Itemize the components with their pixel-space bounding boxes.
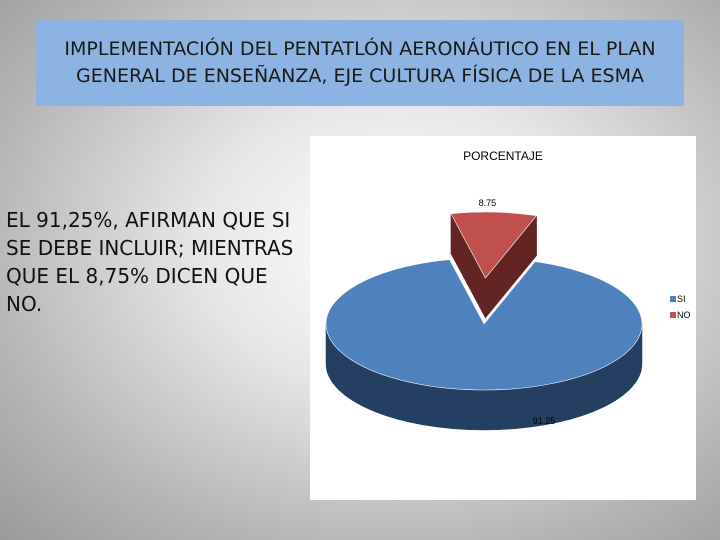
slide-title-box: IMPLEMENTACIÓN DEL PENTATLÓN AERONÁUTICO… xyxy=(36,20,684,106)
data-label-no: 8.75 xyxy=(479,198,497,208)
slide-title: IMPLEMENTACIÓN DEL PENTATLÓN AERONÁUTICO… xyxy=(64,38,656,87)
slice-no xyxy=(450,211,538,279)
slice-si xyxy=(325,259,643,391)
legend-swatch-si xyxy=(670,296,676,302)
legend-swatch-no xyxy=(670,312,676,318)
legend-label-no: NO xyxy=(677,310,691,320)
chart-legend: SI NO xyxy=(670,294,691,320)
pie-chart: PORCENTAJE 91.25 8.75 SI NO xyxy=(325,149,691,431)
slide-body-text: EL 91,25%, AFIRMAN QUE SI SE DEBE INCLUI… xyxy=(6,208,294,316)
data-label-si: 91.25 xyxy=(533,416,556,426)
legend-label-si: SI xyxy=(677,294,686,304)
chart-title: PORCENTAJE xyxy=(463,149,543,163)
chart-area: PORCENTAJE 91.25 8.75 SI NO xyxy=(310,136,696,500)
